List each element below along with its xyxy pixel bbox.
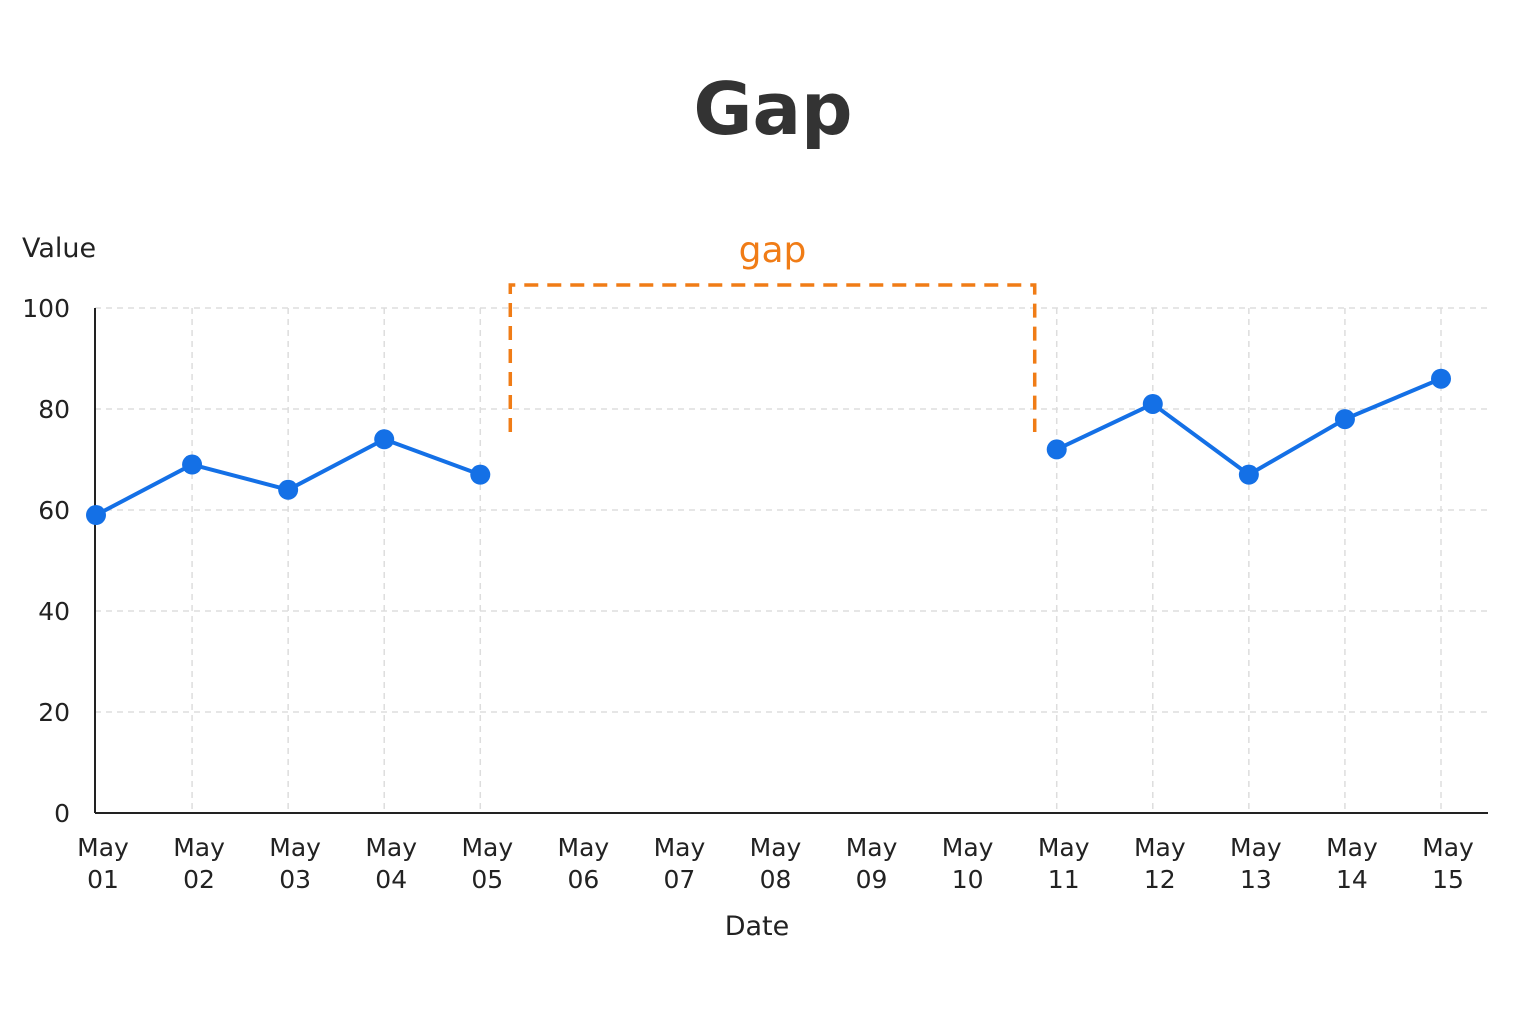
x-tick-label-month-2: May <box>173 833 225 862</box>
x-tick-label-day-14: 14 <box>1336 865 1368 894</box>
x-tick-label-month-13: May <box>1230 833 1282 862</box>
gap-bracket <box>508 283 1037 432</box>
x-tick-label-month-14: May <box>1326 833 1378 862</box>
y-tick-label-20: 20 <box>38 698 70 727</box>
data-point-13 <box>1238 464 1259 485</box>
x-tick-label-day-1: 01 <box>87 865 119 894</box>
data-point-11 <box>1046 439 1067 460</box>
data-point-4 <box>374 429 395 450</box>
x-tick-label-month-12: May <box>1134 833 1186 862</box>
x-tick-label-month-6: May <box>558 833 610 862</box>
data-point-14 <box>1334 409 1355 430</box>
x-tick-label-month-11: May <box>1038 833 1090 862</box>
gap-label: gap <box>739 230 807 271</box>
x-tick-label-day-11: 11 <box>1048 865 1080 894</box>
y-axis-label: Value <box>22 233 96 264</box>
data-point-3 <box>278 479 299 500</box>
y-tick-label-0: 0 <box>54 799 70 828</box>
x-tick-label-day-12: 12 <box>1144 865 1176 894</box>
x-tick-label-day-10: 10 <box>952 865 984 894</box>
x-tick-label-month-15: May <box>1422 833 1474 862</box>
data-point-1 <box>86 505 106 526</box>
x-tick-label-day-4: 04 <box>375 865 407 894</box>
x-tick-label-day-5: 05 <box>471 865 503 894</box>
gap-annotation: gap <box>508 230 1037 432</box>
data-point-15 <box>1431 368 1451 389</box>
data-point-12 <box>1142 393 1163 414</box>
x-tick-label-month-1: May <box>77 833 129 862</box>
x-tick-label-day-3: 03 <box>279 865 311 894</box>
x-axis-label: Date <box>725 911 790 942</box>
data-point-5 <box>470 464 491 485</box>
x-tick-label-day-9: 09 <box>856 865 888 894</box>
y-tick-label-40: 40 <box>38 597 70 626</box>
x-tick-label-day-6: 06 <box>567 865 599 894</box>
data-point-2 <box>182 454 203 475</box>
chart-title: Gap <box>693 67 852 151</box>
ticks-layer: 0 20 40 60 80 100 May 01 May 02 May 03 May 04 May 05 May… <box>22 294 1474 894</box>
x-tick-label-day-2: 02 <box>183 865 215 894</box>
x-tick-label-day-8: 08 <box>760 865 792 894</box>
x-tick-label-day-7: 07 <box>664 865 696 894</box>
x-tick-label-month-4: May <box>365 833 417 862</box>
x-tick-label-month-9: May <box>846 833 898 862</box>
x-tick-label-month-3: May <box>269 833 321 862</box>
x-tick-label-month-8: May <box>750 833 802 862</box>
x-tick-label-month-5: May <box>461 833 513 862</box>
x-tick-label-month-10: May <box>942 833 994 862</box>
axes-layer <box>94 308 1488 814</box>
grid-layer <box>95 307 1488 813</box>
y-tick-label-100: 100 <box>22 294 70 323</box>
x-tick-label-day-13: 13 <box>1240 865 1272 894</box>
x-tick-label-month-7: May <box>654 833 706 862</box>
y-tick-label-80: 80 <box>38 395 70 424</box>
x-tick-label-day-15: 15 <box>1432 865 1464 894</box>
series-layer <box>86 368 1451 526</box>
series-line-segment-2 <box>1055 376 1442 477</box>
y-tick-label-60: 60 <box>38 496 70 525</box>
